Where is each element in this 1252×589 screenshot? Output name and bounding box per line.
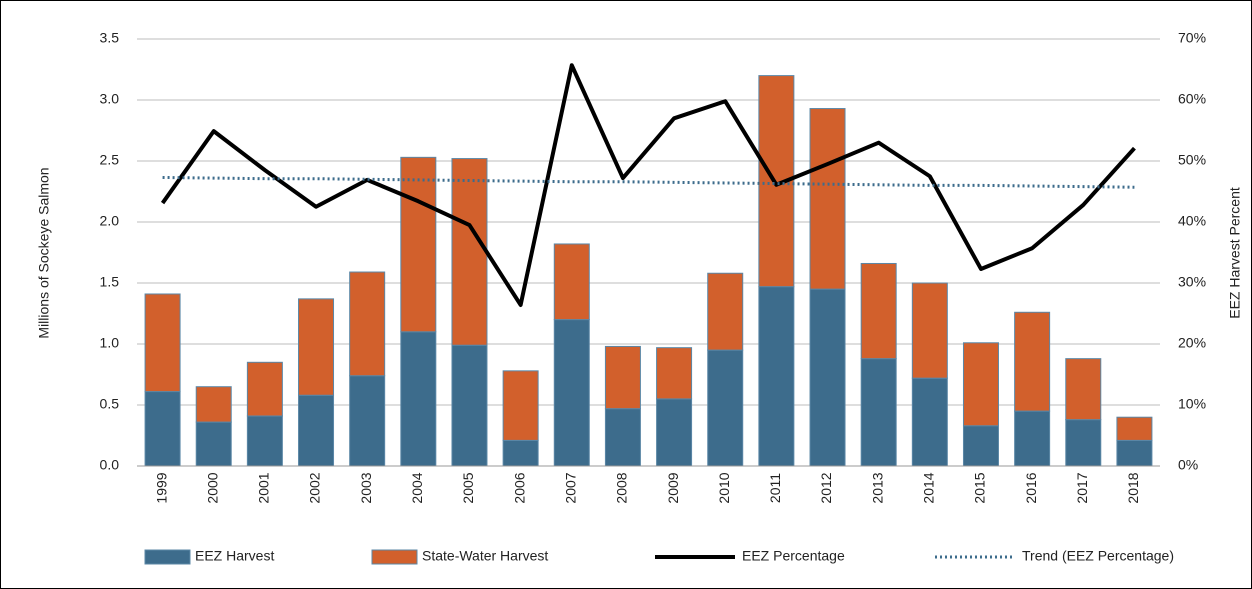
x-tick-label: 2015	[972, 472, 988, 503]
bar-segment	[1116, 416, 1153, 441]
y-tick-label: 2.5	[100, 152, 120, 168]
y2-tick-label: 50%	[1178, 152, 1206, 168]
y-tick-label: 0.5	[100, 396, 120, 412]
bar-segment	[860, 262, 897, 360]
x-tick-label: 2001	[256, 472, 272, 503]
y2-axis-label: EEZ Harvest Percent	[1227, 187, 1243, 319]
bar-segment	[962, 342, 999, 427]
bar-segment	[707, 272, 744, 351]
bar-segment	[144, 293, 181, 393]
bar-segment	[400, 156, 437, 333]
bar-segment	[911, 282, 948, 379]
x-tick-label: 2014	[921, 472, 937, 503]
bar-segment	[656, 347, 693, 400]
bar-segment	[1014, 410, 1051, 467]
bar-segment	[911, 377, 948, 467]
legend-label: EEZ Harvest	[195, 548, 274, 564]
bar-segment	[451, 344, 488, 467]
bar-segment	[809, 108, 846, 290]
y-tick-label: 2.0	[100, 213, 120, 229]
x-tick-label: 2017	[1074, 472, 1090, 503]
bar-segment	[298, 394, 335, 467]
x-tick-label: 2003	[358, 472, 374, 503]
bar-segment	[604, 345, 641, 410]
y2-tick-label: 0%	[1178, 457, 1198, 473]
trend-line	[162, 175, 1135, 189]
x-tick-label: 2005	[460, 472, 476, 503]
bar-segment	[604, 408, 641, 467]
bar-segment	[144, 391, 181, 467]
y-tick-label: 1.0	[100, 335, 120, 351]
bar-segment	[1116, 439, 1153, 467]
bar-segment	[809, 288, 846, 467]
bar-segment	[451, 158, 488, 346]
bar-segment	[758, 286, 795, 467]
bar-segment	[553, 319, 590, 467]
x-tick-label: 2011	[767, 473, 783, 503]
bar-segment	[502, 439, 539, 467]
legend-label: EEZ Percentage	[742, 548, 845, 564]
y2-tick-label: 60%	[1178, 91, 1206, 107]
x-tick-label: 2004	[409, 472, 425, 503]
x-tick-label: 2006	[511, 472, 527, 503]
y-tick-label: 0.0	[100, 457, 120, 473]
legend-label: Trend (EEZ Percentage)	[1022, 548, 1174, 564]
bar-segment	[349, 271, 386, 377]
bar-segment	[502, 370, 539, 441]
y2-tick-label: 40%	[1178, 213, 1206, 229]
x-tick-label: 2000	[204, 472, 220, 503]
x-tick-label: 1999	[153, 472, 169, 503]
bar-segment	[195, 386, 232, 423]
y-tick-label: 3.0	[100, 91, 120, 107]
x-tick-label: 2002	[307, 472, 323, 503]
legend-swatch	[144, 549, 191, 565]
bar-segment	[246, 361, 283, 417]
bar-segment	[195, 421, 232, 467]
bar-segment	[349, 375, 386, 467]
bar-segment	[553, 243, 590, 321]
y-axis-label: Millions of Sockeye Salmon	[36, 167, 52, 338]
y-tick-label: 3.5	[100, 30, 120, 46]
x-tick-label: 2008	[614, 472, 630, 503]
y2-tick-label: 10%	[1178, 396, 1206, 412]
bar-segment	[860, 358, 897, 467]
x-tick-label: 2013	[869, 472, 885, 503]
legend-label: State-Water Harvest	[422, 548, 548, 564]
bar-segment	[298, 298, 335, 396]
bar-segment	[400, 331, 437, 467]
line-series	[160, 63, 1136, 307]
bar-segment	[656, 398, 693, 467]
x-tick-label: 2018	[1125, 472, 1141, 503]
x-tick-label: 2010	[716, 472, 732, 503]
bar-segment	[1014, 311, 1051, 412]
bar-segment	[707, 349, 744, 467]
y-tick-label: 1.5	[100, 274, 120, 290]
y2-tick-label: 70%	[1178, 30, 1206, 46]
x-tick-label: 2007	[562, 472, 578, 503]
x-tick-label: 2012	[818, 472, 834, 503]
bar-segment	[1065, 419, 1102, 467]
y2-tick-label: 20%	[1178, 335, 1206, 351]
bar-segment	[962, 425, 999, 467]
x-tick-label: 2016	[1023, 472, 1039, 503]
bar-segment	[1065, 358, 1102, 421]
y2-tick-label: 30%	[1178, 274, 1206, 290]
x-tick-label: 2009	[665, 472, 681, 503]
legend-swatch	[371, 549, 418, 565]
bar-segment	[246, 415, 283, 467]
